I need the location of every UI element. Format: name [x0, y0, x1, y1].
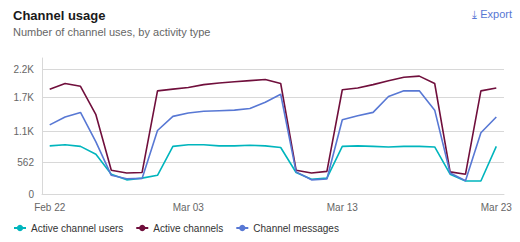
svg-text:⤓ Export: ⤓ Export: [472, 8, 512, 20]
svg-text:Number of channel uses, by act: Number of channel uses, by activity type: [13, 26, 210, 38]
svg-text:Active channel users: Active channel users: [31, 223, 123, 234]
svg-text:Active channels: Active channels: [153, 223, 223, 234]
svg-text:Mar 03: Mar 03: [173, 202, 205, 213]
svg-text:Channel messages: Channel messages: [253, 223, 339, 234]
svg-text:Channel usage: Channel usage: [13, 8, 105, 23]
svg-text:0: 0: [28, 189, 34, 200]
svg-text:Mar 23: Mar 23: [481, 202, 513, 213]
svg-text:Mar 13: Mar 13: [327, 202, 359, 213]
svg-text:562: 562: [17, 157, 34, 168]
svg-text:Feb 22: Feb 22: [34, 202, 66, 213]
svg-text:1.7K: 1.7K: [13, 92, 34, 103]
svg-text:1.1K: 1.1K: [13, 126, 34, 137]
svg-text:2.2K: 2.2K: [13, 64, 34, 75]
